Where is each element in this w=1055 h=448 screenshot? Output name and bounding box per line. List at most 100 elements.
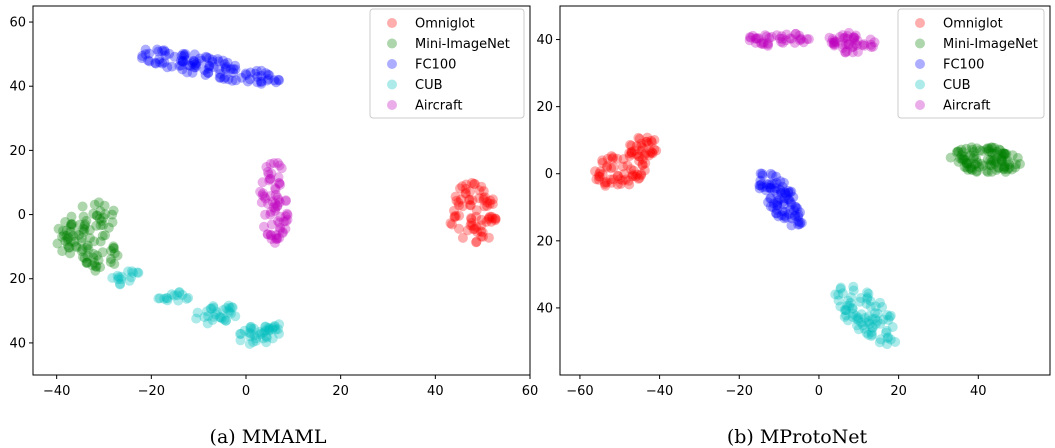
point-aircraft: [763, 38, 774, 49]
point-cub: [840, 305, 851, 316]
point-mini-imagenet: [82, 251, 93, 262]
point-omniglot: [624, 179, 635, 190]
point-fc100: [187, 67, 198, 78]
point-omniglot: [622, 160, 633, 171]
point-cub: [128, 267, 138, 278]
point-fc100: [255, 76, 266, 87]
mprotonet-axes-frame: [559, 5, 1051, 376]
point-fc100: [208, 62, 219, 73]
point-cub: [244, 339, 255, 349]
point-mini-imagenet: [977, 146, 988, 156]
point-aircraft: [771, 30, 782, 41]
x-tick-label: 60: [522, 384, 539, 399]
point-fc100: [159, 45, 170, 56]
point-omniglot: [607, 153, 618, 164]
point-mini-imagenet: [66, 219, 77, 230]
y-tick-label: 20: [536, 234, 553, 249]
point-fc100: [218, 55, 228, 66]
point-cub: [881, 325, 892, 336]
point-omniglot: [464, 194, 475, 205]
point-omniglot: [457, 232, 468, 243]
point-mini-imagenet: [982, 143, 993, 154]
point-aircraft: [277, 226, 288, 237]
mprotonet-panel: −60 −40 −20 0 20 40 40 20 0 20 40 Omniglot Mini-Ima…: [536, 5, 1051, 448]
point-mini-imagenet: [91, 261, 102, 272]
point-fc100: [756, 179, 767, 190]
point-aircraft: [270, 203, 281, 214]
point-cub: [878, 314, 889, 325]
point-cub: [890, 337, 901, 347]
point-mini-imagenet: [88, 248, 99, 259]
point-mini-imagenet: [959, 161, 970, 172]
point-cub: [203, 311, 214, 322]
point-mini-imagenet: [69, 236, 80, 247]
point-fc100: [150, 57, 161, 68]
point-fc100: [215, 69, 226, 79]
point-mini-imagenet: [998, 164, 1009, 175]
point-cub: [254, 327, 265, 337]
mprotonet-legend: Omniglot Mini-ImageNet FC100 CUB Aircraft: [897, 8, 1045, 119]
point-fc100: [785, 187, 796, 198]
point-aircraft: [828, 38, 839, 49]
point-fc100: [256, 78, 267, 89]
point-mini-imagenet: [1004, 162, 1015, 173]
point-aircraft: [747, 30, 758, 41]
point-fc100: [150, 58, 161, 69]
point-fc100: [160, 46, 170, 57]
point-mini-imagenet: [982, 167, 993, 178]
point-mini-imagenet: [956, 144, 967, 155]
point-mini-imagenet: [95, 206, 106, 217]
point-omniglot: [478, 186, 489, 197]
point-fc100: [220, 72, 230, 83]
point-mini-imagenet: [986, 160, 997, 171]
x-tick-label: −40: [43, 384, 70, 399]
y-tick-label: 0: [545, 167, 553, 182]
point-omniglot: [597, 169, 608, 180]
point-aircraft: [274, 197, 285, 208]
point-aircraft: [282, 208, 292, 219]
point-cub: [255, 329, 266, 340]
point-omniglot: [451, 195, 462, 206]
point-fc100: [152, 44, 163, 55]
point-omniglot: [597, 155, 608, 166]
point-aircraft: [865, 34, 876, 45]
point-cub: [885, 334, 896, 345]
point-fc100: [227, 75, 238, 86]
point-fc100: [212, 54, 223, 65]
point-mini-imagenet: [95, 236, 106, 247]
point-mini-imagenet: [66, 221, 76, 232]
point-cub: [846, 292, 857, 303]
point-cub: [841, 305, 852, 316]
point-fc100: [157, 45, 168, 56]
point-omniglot: [612, 170, 623, 181]
point-omniglot: [593, 171, 604, 182]
point-mini-imagenet: [966, 142, 977, 153]
legend-label-cub: CUB: [943, 78, 971, 93]
point-omniglot: [466, 214, 477, 224]
point-fc100: [137, 50, 148, 61]
point-omniglot: [626, 148, 637, 159]
point-aircraft: [801, 34, 812, 45]
point-mini-imagenet: [88, 208, 99, 219]
y-tick-label: 40: [9, 80, 26, 95]
point-omniglot: [469, 178, 479, 189]
point-omniglot: [608, 162, 619, 173]
point-aircraft: [280, 195, 291, 206]
point-cub: [126, 272, 137, 283]
point-cub: [216, 313, 227, 324]
point-omniglot: [467, 177, 477, 188]
point-fc100: [263, 69, 273, 80]
point-omniglot: [606, 151, 617, 162]
point-cub: [245, 322, 256, 333]
point-fc100: [789, 205, 800, 216]
point-aircraft: [262, 229, 273, 240]
point-mini-imagenet: [65, 236, 76, 247]
point-omniglot: [465, 200, 475, 211]
point-aircraft: [837, 42, 848, 53]
point-cub: [215, 312, 226, 323]
point-mini-imagenet: [1010, 162, 1021, 173]
point-aircraft: [829, 35, 840, 46]
point-fc100: [274, 75, 285, 86]
mmaml-axes-frame: [32, 5, 531, 376]
point-cub: [852, 314, 863, 324]
